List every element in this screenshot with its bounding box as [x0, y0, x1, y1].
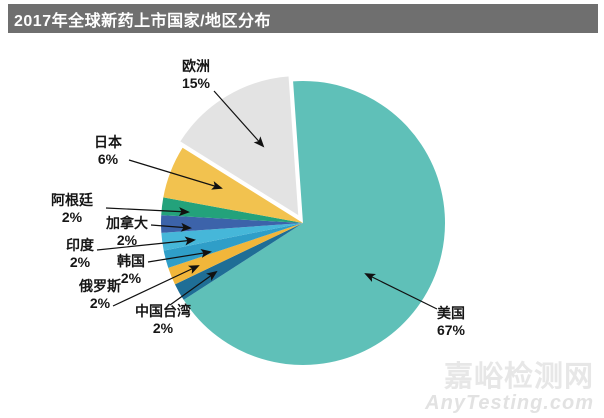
label-canada: 加拿大 2% [106, 215, 148, 249]
label-pct-south-korea: 2% [120, 270, 142, 286]
pie-slice-india [161, 223, 303, 251]
label-pct-taiwan-china: 2% [152, 320, 174, 336]
label-pct-argentina: 2% [61, 209, 83, 225]
leader-arrow-usa [364, 273, 438, 310]
leader-arrow-canada [150, 222, 192, 232]
pie-slice-south-korea [163, 223, 303, 268]
pie-slice-argentina [161, 197, 303, 223]
label-pct-russia: 2% [89, 295, 111, 311]
label-south-korea: 韩国 2% [117, 253, 145, 287]
label-name-usa: 美国 [437, 305, 465, 321]
leader-arrow-japan [128, 159, 223, 190]
pie-slice-europe [177, 74, 301, 219]
watermark-cn: 嘉峪检测网 [443, 361, 594, 393]
label-name-taiwan-china: 中国台湾 [135, 303, 191, 319]
leader-arrow-south-korea [147, 248, 212, 263]
label-pct-europe: 15% [181, 75, 211, 91]
label-europe: 欧洲 15% [182, 58, 210, 92]
label-pct-india: 2% [69, 254, 91, 270]
label-taiwan-china: 中国台湾 2% [135, 303, 191, 337]
leader-arrow-europe [213, 90, 265, 148]
label-name-south-korea: 韩国 [117, 253, 145, 269]
label-name-russia: 俄罗斯 [79, 278, 121, 294]
leader-arrow-russia [112, 265, 200, 307]
pie-slice-usa [183, 81, 446, 366]
pie-slice-russia [168, 223, 303, 285]
label-name-japan: 日本 [94, 134, 122, 150]
label-name-india: 印度 [66, 237, 94, 253]
leader-arrow-argentina [105, 207, 190, 217]
label-name-europe: 欧洲 [182, 58, 210, 74]
page-title: 2017年全球新药上市国家/地区分布 [14, 12, 272, 30]
pie-slice-japan [163, 147, 303, 223]
leader-arrow-taiwan-china [169, 270, 218, 306]
label-name-argentina: 阿根廷 [51, 192, 93, 208]
leader-arrow-india [96, 236, 196, 251]
label-pct-canada: 2% [116, 232, 138, 248]
label-argentina: 阿根廷 2% [51, 192, 93, 226]
watermark-en: AnyTesting.com [425, 392, 594, 414]
title-bar: 2017年全球新药上市国家/地区分布 [8, 4, 598, 33]
label-india: 印度 2% [66, 237, 94, 271]
label-japan: 日本 6% [94, 134, 122, 168]
label-name-canada: 加拿大 [106, 215, 148, 231]
watermark: 嘉峪检测网 AnyTesting.com [425, 362, 594, 414]
pie-slice-canada [161, 215, 303, 233]
label-pct-japan: 6% [97, 151, 119, 167]
label-russia: 俄罗斯 2% [79, 278, 121, 312]
label-pct-usa: 67% [436, 322, 466, 338]
label-usa: 美国 67% [437, 305, 465, 339]
